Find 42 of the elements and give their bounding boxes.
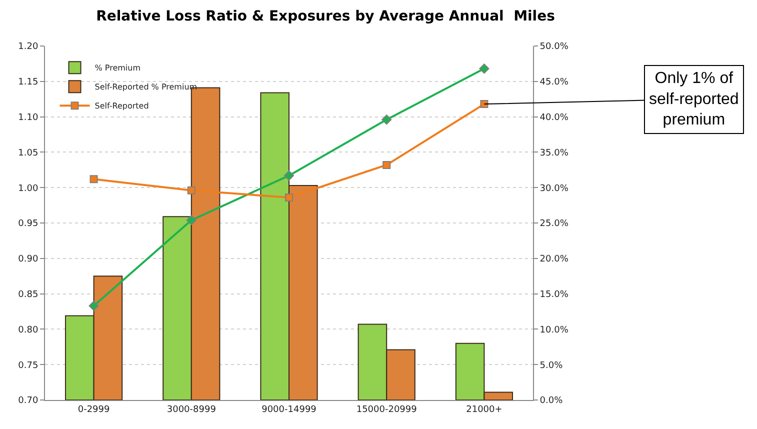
chart-title: Relative Loss Ratio & Exposures by Average Annual Miles: [96, 8, 555, 25]
point: [382, 114, 392, 125]
y-tick-label: 1.00: [18, 184, 38, 194]
point: [88, 300, 99, 311]
y-tick-label: 0.70: [18, 396, 38, 406]
y-tick-label: 0.75: [18, 360, 38, 371]
x-tick-label: 15000-20999: [356, 404, 418, 415]
y2-tick-label: 15.0%: [540, 290, 569, 300]
y2-tick-label: 5.0%: [540, 360, 564, 371]
y-tick-label: 1.05: [18, 148, 38, 158]
annotation: Only 1% of self-reported premium: [649, 70, 739, 129]
y-tick-label: 1.20: [18, 42, 38, 52]
y2-tick-label: 10.0%: [540, 325, 569, 336]
y2-tick-label: 20.0%: [540, 254, 569, 265]
y-tick-label: 1.10: [18, 112, 38, 123]
legend-label: Self-Reported % Premium: [94, 82, 198, 92]
x-tick-label: 3000-8999: [166, 404, 216, 415]
y-tick-label: 0.85: [18, 290, 38, 300]
point: [382, 160, 391, 169]
point: [480, 100, 488, 108]
y-tick-label: 0.90: [18, 254, 38, 265]
point: [90, 175, 98, 184]
y-tick-label: 1.15: [18, 78, 38, 88]
y2-tick-label: 30.0%: [540, 184, 569, 194]
y2-tick-label: 35.0%: [540, 148, 569, 158]
point: [187, 186, 196, 194]
legend-label: % Premium: [94, 64, 141, 73]
y2-tick-label: 25.0%: [540, 219, 569, 230]
y-tick-label: 0.80: [18, 325, 38, 336]
point: [284, 170, 294, 181]
point: [285, 194, 293, 202]
legend-label: Self-Reported: [94, 102, 149, 111]
point: [479, 64, 490, 74]
y2-tick-label: 40.0%: [540, 112, 569, 123]
x-tick-label: 9000-14999: [262, 404, 317, 415]
x-tick-label: 0-2999: [78, 404, 110, 415]
point: [186, 215, 196, 226]
y2-tick-label: 45.0%: [540, 78, 569, 88]
y-tick-label: 0.95: [18, 219, 38, 230]
x-tick-label: 21000+: [466, 404, 502, 415]
y2-tick-label: 50.0%: [540, 42, 569, 52]
y2-tick-label: 0.0%: [540, 396, 564, 406]
